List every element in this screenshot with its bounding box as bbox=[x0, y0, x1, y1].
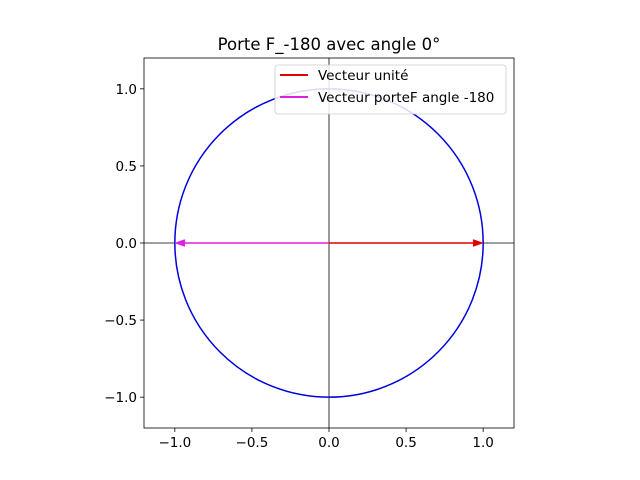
x-tick-label: 1.0 bbox=[472, 435, 493, 451]
y-tick-label: 0.5 bbox=[116, 159, 137, 175]
x-tick-label: 0.0 bbox=[318, 435, 339, 451]
x-tick-label: −1.0 bbox=[158, 435, 191, 451]
y-tick-label: −1.0 bbox=[104, 390, 137, 406]
vector-head bbox=[472, 239, 484, 247]
legend-label: Vecteur porteF angle -180 bbox=[318, 90, 494, 106]
x-tick-label: −0.5 bbox=[236, 435, 269, 451]
y-tick-label: −0.5 bbox=[104, 313, 137, 329]
legend-box bbox=[274, 64, 507, 115]
x-axis-ticks: −1.0 −0.5 0.0 0.5 1.0 bbox=[158, 428, 494, 451]
chart-title: Porte F_-180 avec angle 0° bbox=[218, 35, 441, 55]
y-axis-ticks: −1.0 −0.5 0.0 0.5 1.0 bbox=[104, 82, 144, 406]
y-tick-label: 1.0 bbox=[116, 82, 137, 98]
vector-arrow-2 bbox=[174, 239, 329, 247]
vector-arrow-1 bbox=[329, 239, 484, 247]
legend-label: Vecteur unité bbox=[318, 68, 408, 84]
vector-head bbox=[174, 239, 186, 247]
x-tick-label: 0.5 bbox=[395, 435, 416, 451]
y-tick-label: 0.0 bbox=[116, 236, 137, 252]
legend: Vecteur unité Vecteur porteF angle -180 bbox=[274, 64, 507, 115]
